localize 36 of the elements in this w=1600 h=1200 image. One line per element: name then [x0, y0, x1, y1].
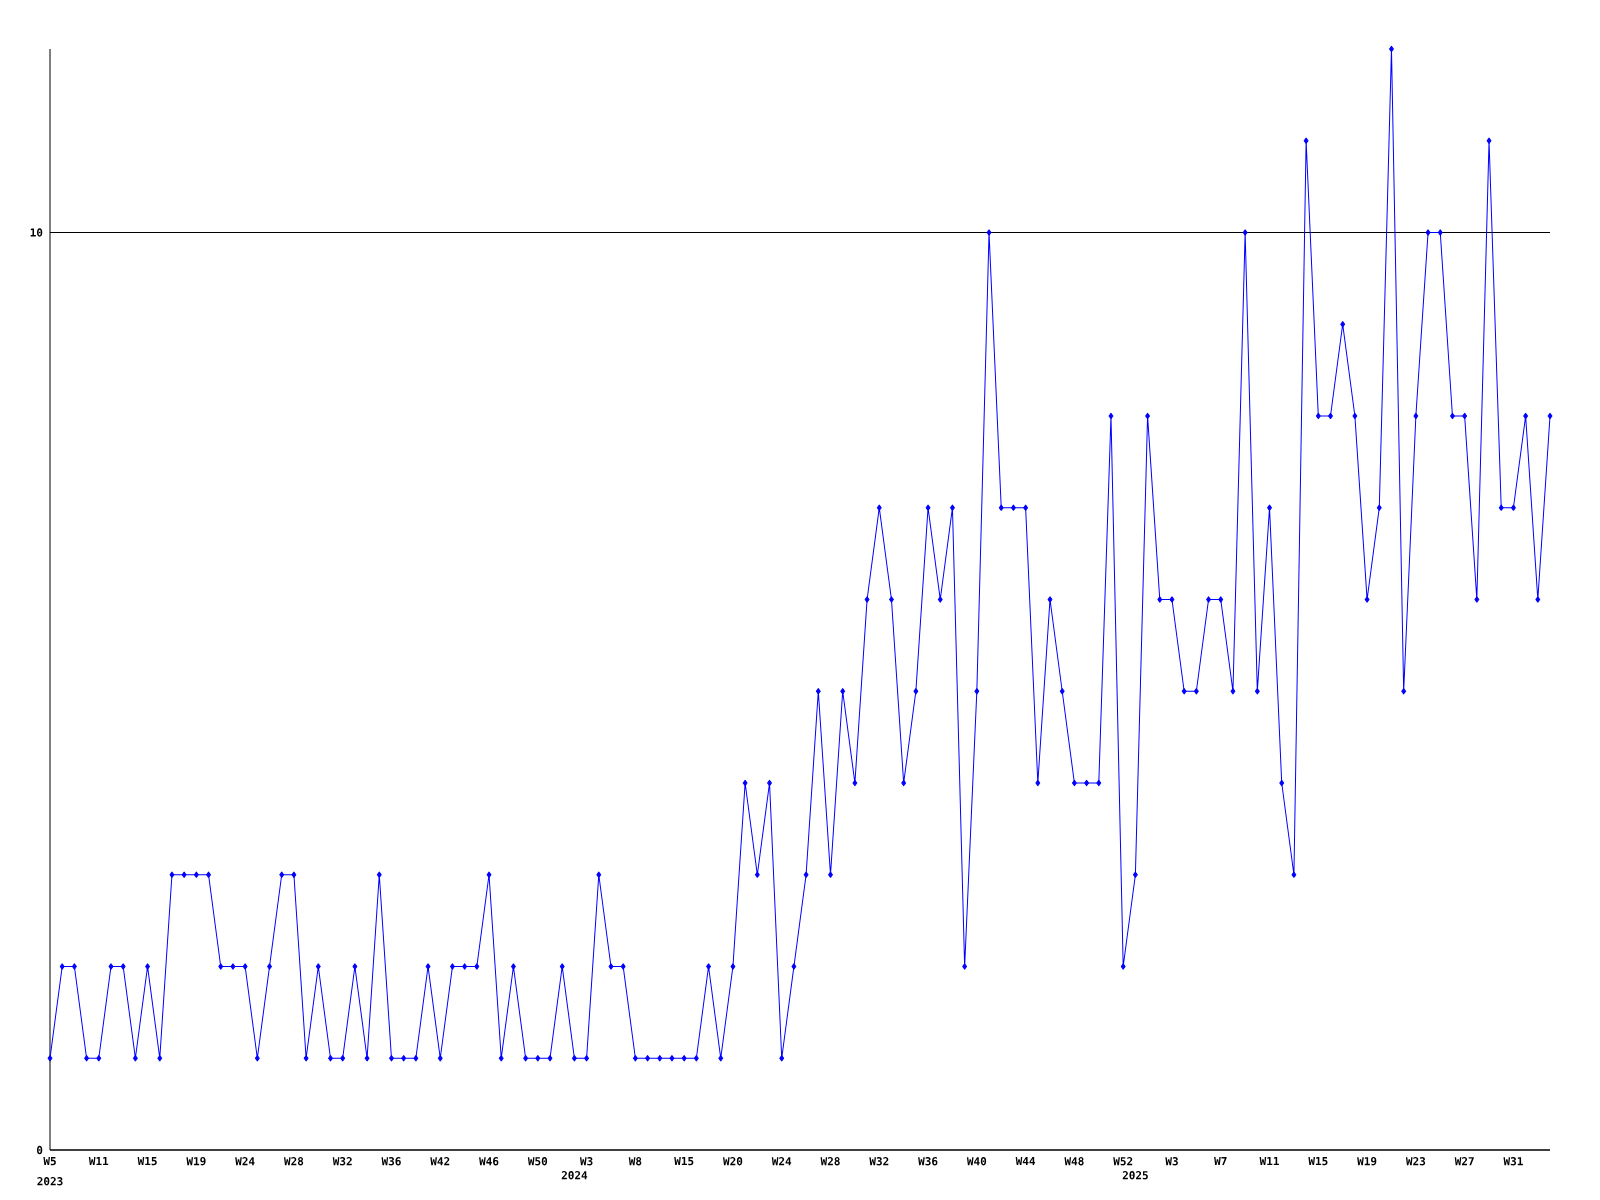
x-tick-label: W24: [235, 1157, 255, 1166]
x-tick-label: W24: [771, 1157, 792, 1166]
x-tick-label: W32: [869, 1157, 889, 1166]
x-tick-label: W11: [88, 1157, 109, 1166]
x-tick-label: W3: [1165, 1157, 1178, 1166]
x-tick-label: W15: [674, 1157, 694, 1166]
x-tick-label: W7: [1214, 1157, 1227, 1166]
x-tick-label: W19: [186, 1157, 206, 1166]
x-tick-label: W50: [527, 1157, 548, 1166]
x-tick-label: W31: [1503, 1157, 1523, 1166]
x-tick-label: W3: [579, 1157, 593, 1166]
x-tick-label: W23: [1405, 1157, 1426, 1166]
x-tick-label: W52: [1113, 1157, 1133, 1166]
x-tick-label: W19: [1357, 1157, 1377, 1166]
x-tick-label: 2024: [561, 1171, 588, 1180]
x-tick-label: W48: [1064, 1157, 1084, 1166]
x-tick-label: W27: [1454, 1157, 1474, 1166]
x-tick-label: W20: [723, 1157, 743, 1166]
x-tick-label: W46: [479, 1157, 499, 1166]
x-tick-label: W5: [43, 1157, 56, 1166]
x-tick-label: W8: [628, 1157, 642, 1166]
x-tick-label: W15: [1308, 1157, 1328, 1166]
x-tick-label: W40: [966, 1157, 987, 1166]
x-tick-label: 2025: [1122, 1171, 1148, 1180]
x-tick-label: W28: [820, 1157, 840, 1166]
x-tick-label: W36: [381, 1157, 401, 1166]
x-tick-label: W36: [918, 1157, 938, 1166]
y-tick-label: 0: [36, 1145, 43, 1155]
x-tick-label: W15: [137, 1157, 157, 1166]
x-tick-label: W32: [332, 1157, 352, 1166]
x-tick-label: W42: [430, 1157, 450, 1166]
x-tick-label: W44: [1015, 1157, 1036, 1166]
x-tick-label: W28: [283, 1157, 304, 1166]
text: 2023: [37, 1177, 63, 1186]
x-tick-label: W11: [1259, 1157, 1279, 1166]
y-tick-label: 10: [30, 228, 43, 237]
